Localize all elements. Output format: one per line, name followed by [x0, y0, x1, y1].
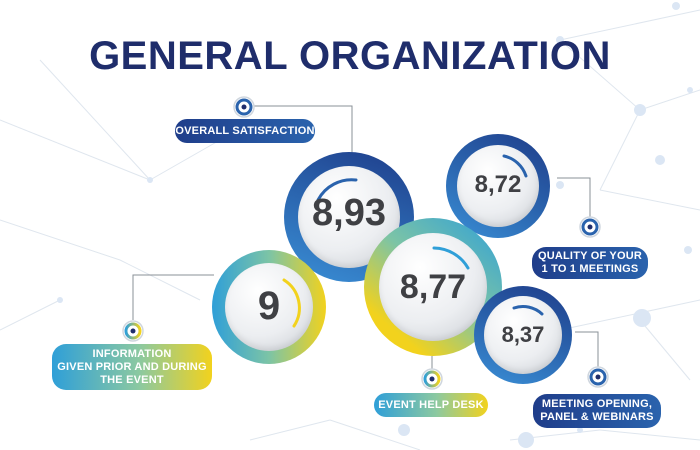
meeting-progress-arc-icon — [512, 305, 544, 316]
information-label-line2: GIVEN PRIOR AND DURING — [57, 360, 207, 373]
information-label: INFORMATION GIVEN PRIOR AND DURING THE E… — [52, 344, 212, 390]
overall-score-value: 8,93 — [312, 192, 386, 234]
overall-progress-arc-icon — [316, 178, 358, 202]
quality-score-value: 8,72 — [474, 171, 522, 198]
meeting-label-line1: MEETING OPENING, — [541, 398, 653, 410]
information-progress-arc-icon — [282, 278, 301, 328]
overall-marker-icon — [233, 96, 255, 118]
quality-marker-icon — [579, 216, 601, 238]
meeting-opening-label: MEETING OPENING, PANEL & WEBINARS — [533, 394, 661, 428]
information-label-line3: THE EVENT — [100, 373, 164, 386]
helpdesk-score-value: 8,77 — [399, 268, 467, 306]
helpdesk-marker-icon — [421, 368, 443, 390]
information-score-bubble: 9 — [212, 250, 326, 364]
meeting-label-line2: PANEL & WEBINARS — [540, 411, 654, 423]
event-help-desk-label: EVENT HELP DESK — [374, 393, 488, 417]
overall-label-text: OVERALL SATISFACTION — [175, 124, 315, 137]
information-label-line1: INFORMATION — [92, 347, 172, 360]
meeting-score-value: 8,37 — [501, 322, 545, 347]
overall-satisfaction-label: OVERALL SATISFACTION — [175, 119, 315, 143]
meeting-marker-icon — [587, 366, 609, 388]
information-marker-icon — [122, 320, 144, 342]
helpdesk-score-bubble: 8,77 — [364, 218, 502, 356]
information-score-value: 9 — [257, 284, 281, 328]
helpdesk-label-text: EVENT HELP DESK — [378, 398, 484, 411]
page-title: GENERAL ORGANIZATION — [89, 34, 611, 78]
meeting-score-bubble: 8,37 — [474, 286, 572, 384]
quality-meetings-label: QUALITY OF YOUR 1 TO 1 MEETINGS — [532, 247, 648, 279]
quality-score-bubble: 8,72 — [446, 134, 550, 238]
quality-progress-arc-icon — [502, 154, 528, 178]
quality-label-line1: QUALITY OF YOUR — [537, 250, 643, 262]
quality-label-line2: 1 TO 1 MEETINGS — [541, 263, 639, 275]
helpdesk-progress-arc-icon — [432, 246, 470, 270]
